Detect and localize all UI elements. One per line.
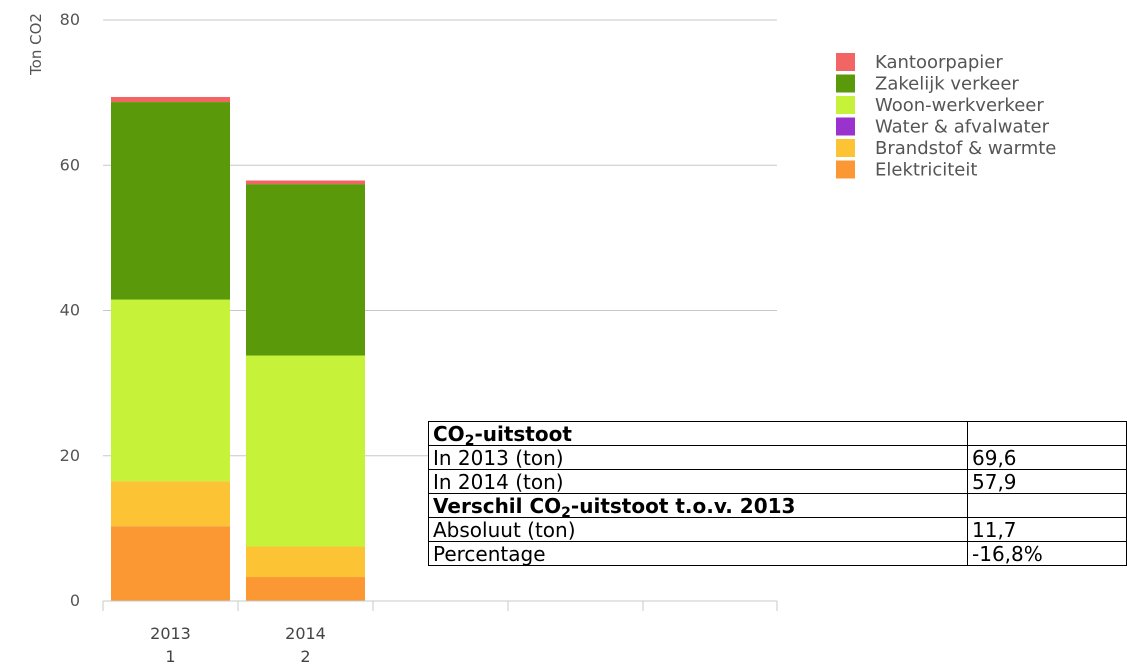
bar-segment — [246, 546, 365, 578]
table-header-co2-emission: CO2-uitstoot — [428, 421, 968, 448]
bar-segment — [111, 96, 230, 103]
y-axis-ticks: 0 20 40 60 80 — [60, 10, 80, 610]
y-tick-label: 60 — [60, 155, 80, 174]
legend-swatch — [836, 74, 855, 93]
bars — [111, 96, 365, 601]
y-axis-label: Ton CO2 — [27, 13, 45, 76]
table-cell-empty — [967, 493, 1127, 518]
table-cell-value: 11,7 — [967, 517, 1127, 542]
table-cell-value: -16,8% — [967, 541, 1127, 566]
bar-segment — [111, 481, 230, 527]
legend-label: Woon-werkverkeer — [875, 95, 1044, 116]
table-row: Absoluut (ton) 11,7 — [428, 517, 1127, 542]
bar-segment — [111, 526, 230, 601]
y-tick-label: 80 — [60, 10, 80, 29]
table-row: Verschil CO2-uitstoot t.o.v. 2013 — [428, 493, 1127, 520]
table-cell-label: In 2013 (ton) — [428, 445, 968, 470]
legend-swatch — [836, 160, 855, 179]
legend-swatch — [836, 96, 855, 114]
table-cell-value: 57,9 — [967, 469, 1127, 494]
table-cell-value: 69,6 — [967, 445, 1127, 470]
bar-segment — [246, 184, 365, 356]
y-tick-label: 40 — [60, 301, 80, 320]
legend-label: Kantoorpapier — [875, 52, 1003, 73]
x-tick-sublabel: 2 — [300, 647, 310, 666]
legend-label: Elektriciteit — [875, 160, 977, 181]
legend-swatch — [836, 53, 855, 71]
x-tick-sublabel: 1 — [165, 647, 175, 666]
bar-segment — [246, 355, 365, 547]
table-row: In 2013 (ton) 69,6 — [428, 445, 1127, 470]
table-cell-empty — [967, 421, 1127, 446]
table-row: Percentage -16,8% — [428, 541, 1127, 566]
table-header-difference: Verschil CO2-uitstoot t.o.v. 2013 — [428, 493, 968, 520]
x-tick-label: 2014 — [285, 624, 326, 643]
bar-segment — [111, 102, 230, 300]
bar-segment — [246, 577, 365, 601]
legend-label: Zakelijk verkeer — [875, 74, 1019, 95]
table-row: CO2-uitstoot — [428, 421, 1127, 448]
legend-label: Water & afvalwater — [875, 117, 1050, 138]
y-tick-label: 0 — [70, 591, 80, 610]
bar-segment — [111, 299, 230, 482]
co2-summary-table: CO2-uitstoot In 2013 (ton) 69,6 In 2014 … — [428, 421, 1127, 566]
legend-label: Brandstof & warmte — [875, 138, 1056, 159]
legend-swatch — [836, 117, 855, 136]
table-cell-label: Percentage — [428, 541, 968, 566]
legend-swatch — [836, 139, 855, 157]
x-tick-label: 2013 — [150, 624, 191, 643]
table-cell-label: In 2014 (ton) — [428, 469, 968, 494]
x-axis: 2013 1 2014 2 — [102, 600, 778, 666]
bar-segment — [246, 180, 365, 185]
table-cell-label: Absoluut (ton) — [428, 517, 968, 542]
y-tick-label: 20 — [60, 446, 80, 465]
table-row: In 2014 (ton) 57,9 — [428, 469, 1127, 494]
